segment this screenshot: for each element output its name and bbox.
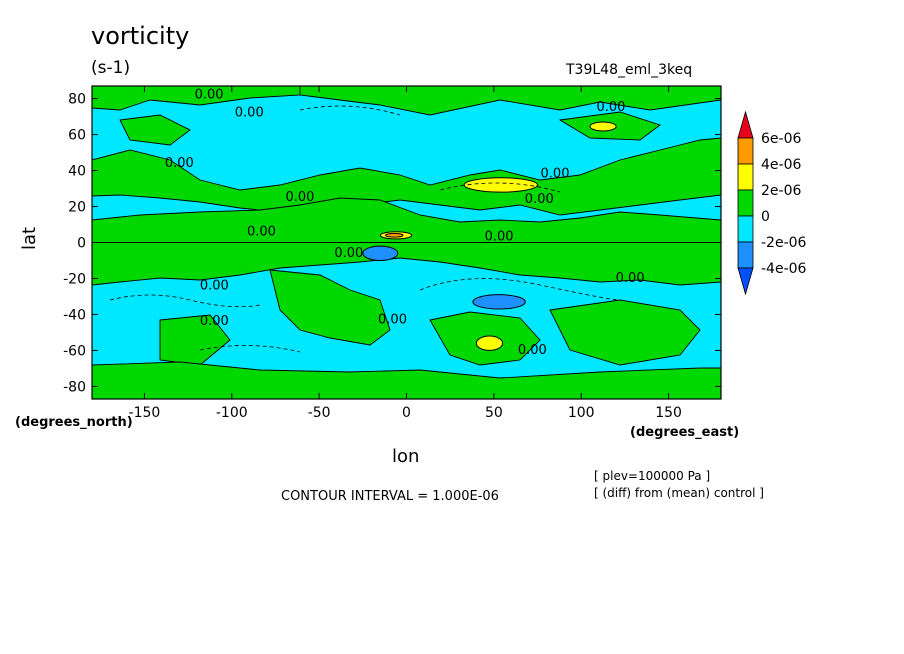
region-positive-mid [475, 335, 504, 351]
positive-patch [92, 361, 721, 399]
axes: -150 -100 -50 0 50 100 150 -80 -60 -40 -20 0 20 40 60 8… [63, 86, 721, 421]
region-positive-high [385, 233, 404, 238]
contour-label: 0.00 [200, 314, 229, 329]
negative-contour [199, 345, 301, 353]
colorbar: 6e-06 4e-06 2e-06 0 -2e-06 -4e-06 [737, 110, 807, 296]
contour-label: 0.00 [200, 278, 229, 293]
contour-label: 0.00 [525, 192, 554, 207]
region-positive-mid [589, 121, 617, 132]
y-tick-label: 40 [68, 164, 86, 180]
positive-patch [299, 86, 721, 116]
colorbar-bottom-arrow [737, 267, 754, 296]
contour-label: 0.00 [195, 88, 224, 103]
contour-label: 0.00 [247, 224, 276, 239]
contour-label: 0.00 [518, 343, 547, 358]
y-tick-label: 80 [68, 92, 86, 108]
negative-contour [419, 278, 621, 301]
x-tick-label: 150 [655, 405, 682, 421]
y-tick-label: -60 [63, 343, 86, 359]
colorbar-segment [737, 137, 754, 165]
x-tick-label: 100 [568, 405, 595, 421]
colorbar-segment [737, 241, 754, 269]
negative-contour [109, 294, 261, 308]
contour-label: 0.00 [235, 106, 264, 121]
plot-field: 0.00 0.00 0.00 0.00 0.00 0.00 0.00 0.00 0.00 0.00… [92, 86, 721, 399]
colorbar-segment [737, 163, 754, 191]
contour-label: 0.00 [165, 156, 194, 171]
chart-units: (s-1) [91, 58, 131, 78]
x-tick-label: -100 [216, 405, 248, 421]
y-tick-label: -20 [63, 271, 86, 287]
y-tick-label: 20 [68, 200, 86, 216]
colorbar-segment [737, 215, 754, 243]
contour-interval: CONTOUR INTERVAL = 1.000E-06 [281, 489, 499, 504]
positive-patch [159, 314, 231, 366]
colorbar-label: 0 [761, 209, 770, 225]
chart-title: vorticity [91, 22, 190, 50]
x-axis-label: lon [392, 446, 420, 467]
colorbar-segment [737, 189, 754, 217]
contour-label: 0.00 [596, 100, 625, 115]
positive-patch [92, 197, 721, 286]
y-tick-label: -40 [63, 307, 86, 323]
contour-label: 0.00 [378, 312, 407, 327]
colorbar-label: 4e-06 [761, 157, 801, 173]
colorbar-top-arrow [737, 110, 754, 139]
region-negative-mid [362, 245, 399, 261]
difference-note: [ (diff) from (mean) control ] [594, 486, 764, 500]
contour-label: 0.00 [616, 271, 645, 286]
region-negative-mid [472, 294, 526, 310]
positive-patch [269, 269, 391, 346]
negative-contour [299, 105, 401, 116]
x-axis-units: (degrees_east) [630, 425, 740, 440]
colorbar-label: -4e-06 [761, 261, 807, 277]
colorbar-label: 6e-06 [761, 131, 801, 147]
colorbar-label: 2e-06 [761, 183, 801, 199]
contour-label: 0.00 [285, 190, 314, 205]
contour-label: 0.00 [485, 230, 514, 245]
y-tick-label: -80 [63, 379, 86, 395]
x-tick-label: -150 [129, 405, 161, 421]
y-tick-label: 60 [68, 128, 86, 144]
y-tick-label: 0 [77, 236, 86, 252]
run-name: T39L48_eml_3keq [566, 62, 693, 78]
x-tick-label: 0 [402, 405, 411, 421]
x-tick-label: -50 [308, 405, 331, 421]
pressure-level: [ plev=100000 Pa ] [594, 469, 711, 483]
contour-label: 0.00 [541, 167, 570, 182]
positive-patch [119, 114, 191, 146]
x-tick-label: 50 [485, 405, 503, 421]
y-axis-units: (degrees_north) [15, 415, 133, 430]
contour-label: 0.00 [334, 246, 363, 261]
positive-patch [549, 299, 701, 366]
colorbar-label: -2e-06 [761, 235, 807, 251]
negative-contour [439, 182, 561, 193]
